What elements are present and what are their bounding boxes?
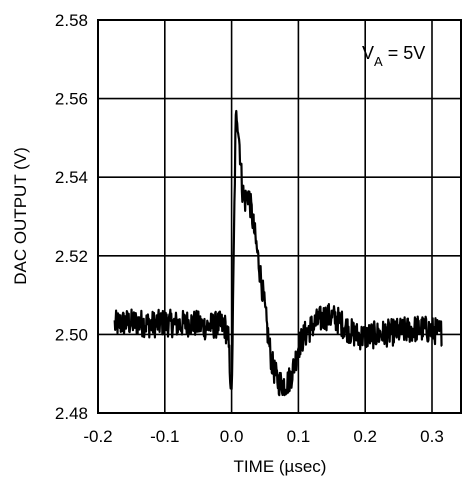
x-tick-label: -0.2 <box>83 427 112 446</box>
y-tick-label: 2.56 <box>55 90 88 109</box>
series-layer <box>113 109 443 397</box>
y-tick-label: 2.48 <box>55 404 88 423</box>
plot-frame <box>97 19 462 414</box>
annotation: VA = 5V <box>362 43 425 69</box>
x-tick-label: 0.2 <box>353 427 377 446</box>
y-tick-label: 2.50 <box>55 325 88 344</box>
y-tick-label: 2.58 <box>55 11 88 30</box>
x-tick-labels: -0.2 -0.1 0.0 0.1 0.2 0.3 <box>83 427 443 446</box>
x-tick-label: 0.3 <box>420 427 444 446</box>
y-axis-label: DAC OUTPUT (V) <box>11 147 30 285</box>
x-tick-label: -0.1 <box>150 427 179 446</box>
y-tick-label: 2.54 <box>55 168 88 187</box>
y-tick-label: 2.52 <box>55 247 88 266</box>
y-tick-labels: 2.48 2.50 2.52 2.54 2.56 2.58 <box>55 11 88 423</box>
grid <box>98 20 461 413</box>
dac-output-trace <box>113 109 443 397</box>
supply-voltage-annotation: VA = 5V <box>362 43 425 69</box>
x-tick-label: 0.0 <box>220 427 244 446</box>
x-tick-label: 0.1 <box>287 427 311 446</box>
x-axis-label: TIME (µsec) <box>234 457 327 476</box>
